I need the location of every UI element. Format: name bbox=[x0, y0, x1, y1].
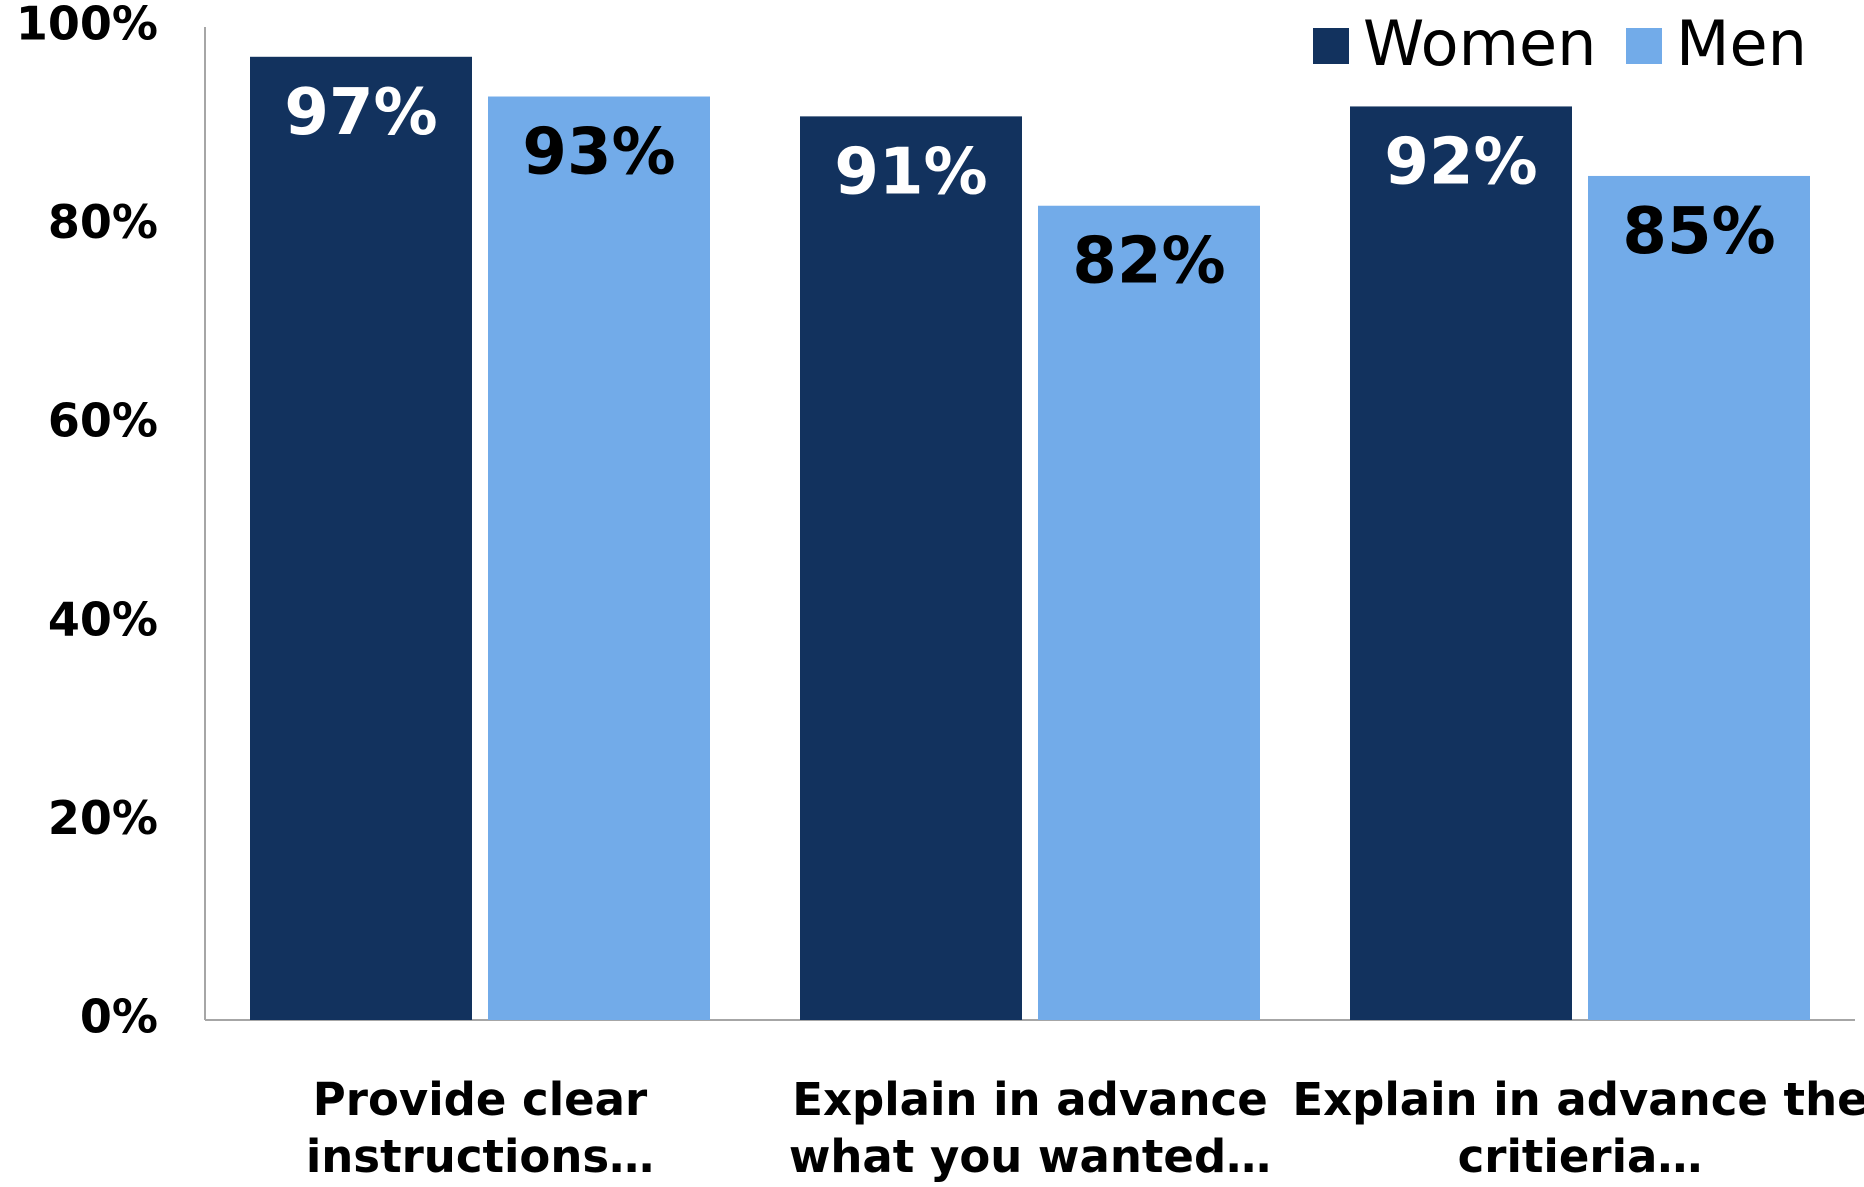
bar-men-1 bbox=[488, 96, 710, 1020]
legend-swatch-women bbox=[1313, 28, 1349, 64]
x-tick-label-3: Explain in advance the critieria… bbox=[1292, 1073, 1864, 1183]
y-tick-label: 80% bbox=[48, 195, 158, 249]
y-tick-label: 100% bbox=[16, 0, 158, 51]
bar-men-3 bbox=[1588, 175, 1810, 1020]
bar-women-2 bbox=[800, 116, 1022, 1021]
data-label-men-2: 82% bbox=[1072, 225, 1225, 299]
data-label-women-3: 92% bbox=[1384, 125, 1537, 199]
bars bbox=[250, 56, 1810, 1021]
legend-label-men: Men bbox=[1676, 7, 1807, 80]
x-tick-label-line: instructions… bbox=[306, 1130, 654, 1183]
x-tick-label-line: critieria… bbox=[1458, 1130, 1703, 1183]
x-tick-label-1: Provide clear instructions… bbox=[306, 1073, 654, 1183]
data-label-men-3: 85% bbox=[1622, 195, 1775, 269]
legend-swatch-men bbox=[1626, 28, 1662, 64]
y-tick-label: 60% bbox=[48, 394, 158, 448]
x-tick-label-line: Explain in advance the bbox=[1292, 1073, 1864, 1126]
bar-men-2 bbox=[1038, 205, 1260, 1021]
axes bbox=[204, 27, 1855, 1021]
x-tick-label-line: what you wanted… bbox=[789, 1130, 1271, 1183]
legend: Women Men bbox=[1313, 7, 1807, 80]
x-axis-ticks: Provide clear instructions… Explain in adv… bbox=[306, 1073, 1864, 1183]
bar-women-1 bbox=[250, 56, 472, 1021]
data-label-men-1: 93% bbox=[522, 116, 675, 190]
data-label-women-1: 97% bbox=[284, 76, 437, 150]
x-tick-label-line: Explain in advance bbox=[792, 1073, 1268, 1126]
x-tick-label-2: Explain in advance what you wanted… bbox=[789, 1073, 1271, 1183]
y-tick-label: 40% bbox=[48, 592, 158, 646]
x-tick-label-line: Provide clear bbox=[313, 1073, 648, 1126]
legend-label-women: Women bbox=[1363, 7, 1596, 80]
data-label-women-2: 91% bbox=[834, 135, 987, 209]
y-tick-label: 0% bbox=[80, 990, 158, 1044]
bar-women-3 bbox=[1350, 106, 1572, 1020]
data-labels: 97% 93% 91% 82% 92% 85% bbox=[284, 76, 1775, 299]
y-axis-ticks: 0% 20% 40% 60% 80% 100% bbox=[16, 0, 158, 1044]
y-tick-label: 20% bbox=[48, 791, 158, 845]
